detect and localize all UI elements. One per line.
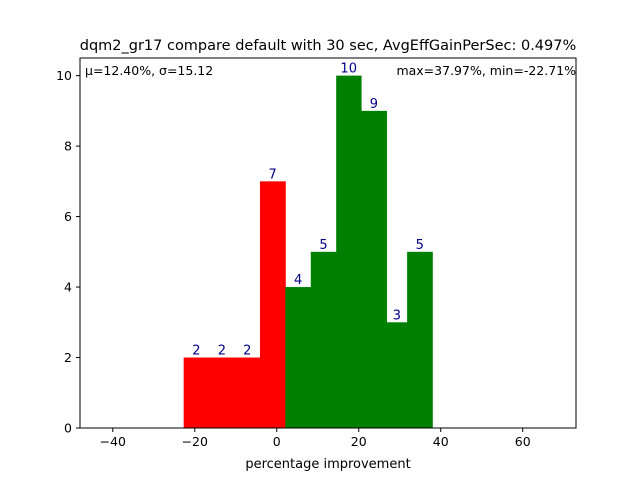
bar-value-label: 9 [370, 97, 378, 112]
stats-right-annotation: max=37.97%, min=-22.71% [396, 63, 576, 78]
bars-layer [183, 75, 433, 429]
x-tick-label: −20 [182, 434, 208, 449]
bar-value-label: 5 [319, 238, 327, 253]
bar-value-label: 2 [218, 344, 226, 359]
histogram-bar [310, 251, 337, 428]
x-tick-label: 60 [515, 434, 531, 449]
x-ticks: −40 −20 0 20 40 60 [100, 428, 531, 449]
histogram-bar [209, 357, 235, 428]
chart-title: dqm2_gr17 compare default with 30 sec, A… [80, 38, 577, 54]
histogram-bar [285, 287, 312, 428]
y-tick-label: 0 [64, 421, 72, 436]
x-tick-label: 40 [433, 434, 449, 449]
y-ticks: 0 2 4 6 8 10 [56, 68, 80, 436]
y-tick-label: 6 [64, 209, 72, 224]
histogram-bar [259, 181, 286, 428]
histogram-bar [386, 322, 408, 428]
histogram-bar [407, 251, 433, 428]
x-tick-label: 20 [351, 434, 367, 449]
x-axis-label: percentage improvement [245, 457, 410, 472]
bar-value-label: 5 [416, 238, 424, 253]
histogram-bar [361, 110, 388, 429]
y-tick-label: 4 [64, 280, 72, 295]
histogram-bar [234, 357, 261, 428]
bar-value-label: 3 [393, 308, 401, 323]
bar-value-label: 2 [243, 344, 251, 359]
histogram-bar [183, 357, 210, 428]
y-tick-label: 2 [64, 350, 72, 365]
bar-value-label: 4 [294, 273, 302, 288]
y-tick-label: 8 [64, 139, 72, 154]
y-tick-label: 10 [56, 68, 72, 83]
x-tick-label: −40 [100, 434, 126, 449]
bar-labels-layer: 2 2 2 7 4 5 10 9 3 5 [192, 62, 424, 359]
stats-left-annotation: μ=12.40%, σ=15.12 [85, 63, 213, 78]
bar-value-label: 10 [340, 62, 357, 77]
bar-value-label: 2 [192, 344, 200, 359]
histogram-bar [336, 75, 362, 429]
bar-value-label: 7 [269, 167, 277, 182]
x-tick-label: 0 [273, 434, 281, 449]
plot-frame [79, 57, 577, 429]
